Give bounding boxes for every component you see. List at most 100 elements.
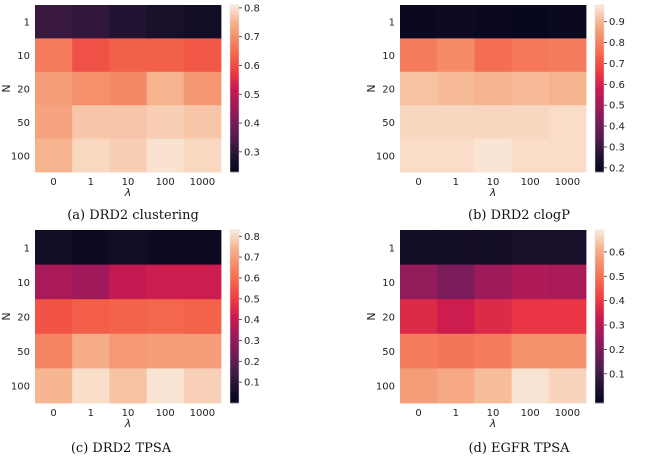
heatmap-cell: [437, 368, 475, 404]
colorbar-segment: [230, 377, 239, 381]
heatmap-cell: [511, 71, 550, 106]
colorbar-segment: [595, 330, 604, 335]
colorbar-segment: [595, 63, 604, 67]
heatmap-cell: [72, 138, 110, 173]
colorbar-segment: [230, 304, 239, 309]
colorbar: 0.3 0.4 0.5 0.6 0.7 0.8: [229, 3, 260, 173]
colorbar-segment: [230, 348, 239, 352]
colorbar-tick-label: 0.6: [244, 61, 260, 72]
colorbar-segment: [595, 382, 604, 387]
x-tick-label: 1: [88, 408, 94, 419]
heatmap-cell: [548, 105, 587, 139]
colorbar-segment: [595, 261, 604, 265]
colorbar-segment: [595, 158, 604, 162]
colorbar: 0.1 0.2 0.3 0.4 0.5 0.6: [594, 229, 625, 404]
colorbar-segment: [230, 255, 239, 260]
colorbar-segment: [595, 16, 604, 20]
colorbar-segment: [595, 146, 604, 151]
colorbar-segment: [230, 371, 239, 375]
colorbar-segment: [595, 319, 604, 323]
colorbar-segment: [595, 241, 604, 245]
heatmap-cell: [146, 5, 185, 39]
colorbar-segment: [595, 258, 604, 263]
heatmap-cell: [35, 105, 73, 139]
heatmap-cell: [183, 5, 222, 39]
x-tick-label: 10: [122, 177, 135, 188]
colorbar-frame: [594, 229, 605, 404]
heatmap-cell: [183, 333, 222, 369]
colorbar-segment: [230, 43, 239, 48]
colorbar-segment: [595, 368, 604, 372]
colorbar-segment: [595, 230, 604, 234]
colorbar-tick-label: 0.1: [244, 378, 260, 389]
colorbar-tick-label: 0.9: [609, 17, 625, 28]
colorbar-segment: [595, 166, 604, 170]
colorbar-tick-label: 0.2: [609, 163, 625, 174]
colorbar-segment: [595, 24, 604, 28]
colorbar-segment: [230, 310, 239, 315]
colorbar-segment: [230, 281, 239, 286]
colorbar-tick-label: 0.6: [244, 273, 260, 284]
colorbar-tick-label: 0.3: [244, 147, 260, 158]
heatmap-cell: [437, 5, 475, 39]
colorbar-segment: [595, 110, 604, 114]
colorbar-segment: [230, 394, 239, 398]
colorbar-segment: [230, 163, 239, 167]
heatmap-cell: [400, 299, 438, 335]
colorbar-tick-label: 0.6: [609, 247, 625, 258]
heatmap-cell: [72, 71, 110, 106]
y-tick-label: 1: [389, 18, 395, 29]
heatmap-cell: [437, 230, 475, 265]
colorbar-segment: [595, 235, 604, 240]
colorbar-segment: [595, 94, 604, 98]
colorbar-segment: [595, 374, 604, 378]
colorbar-tick-label: 0.4: [609, 122, 625, 133]
colorbar-segment: [230, 264, 239, 268]
colorbar-segment: [230, 160, 239, 165]
colorbar-segment: [230, 18, 239, 23]
colorbar-tick-label: 0.7: [244, 32, 260, 43]
colorbar-segment: [230, 359, 239, 364]
colorbar-segment: [595, 135, 604, 139]
y-tick-label: 100: [376, 382, 395, 393]
colorbar-segment: [595, 250, 604, 254]
heatmap-cell: [548, 333, 587, 369]
colorbar-segment: [230, 230, 239, 234]
panel-caption: (a) DRD2 clustering: [67, 208, 199, 223]
heatmap-cell: [146, 71, 185, 106]
colorbar-segment: [595, 32, 604, 37]
colorbar-segment: [595, 276, 604, 280]
colorbar-segment: [595, 328, 604, 332]
x-tick-label: 0: [50, 177, 56, 188]
colorbar-segment: [595, 71, 604, 75]
colorbar-segment: [230, 21, 239, 25]
heatmap-cell: [474, 230, 512, 265]
heatmap-cell: [437, 105, 475, 139]
heatmap-cell: [109, 71, 147, 106]
colorbar-segment: [595, 163, 604, 167]
heatmap-cell: [109, 5, 147, 39]
y-tick-label: 10: [382, 51, 395, 62]
colorbar-segment: [230, 7, 239, 11]
heatmap-cell: [146, 105, 185, 139]
colorbar-segment: [595, 342, 604, 346]
colorbar-segment: [595, 35, 604, 39]
colorbar-segment: [595, 353, 604, 358]
colorbar-segment: [230, 141, 239, 145]
y-axis-label: N: [365, 84, 378, 92]
y-axis-label: N: [0, 312, 13, 320]
heatmap-cell: [72, 38, 110, 73]
colorbar-tick-label: 0.5: [244, 294, 260, 305]
colorbar-tick-label: 0.3: [609, 142, 625, 153]
colorbar-segment: [230, 60, 239, 64]
y-tick-label: 100: [376, 151, 395, 162]
colorbar-frame: [229, 4, 240, 173]
heatmap-cell: [35, 368, 73, 404]
colorbar-segment: [230, 113, 239, 117]
colorbar-segment: [595, 155, 604, 159]
panel-caption: (c) DRD2 TPSA: [71, 441, 172, 456]
colorbar-segment: [230, 10, 239, 14]
colorbar-segment: [230, 105, 239, 109]
heatmap-cell: [109, 368, 147, 404]
